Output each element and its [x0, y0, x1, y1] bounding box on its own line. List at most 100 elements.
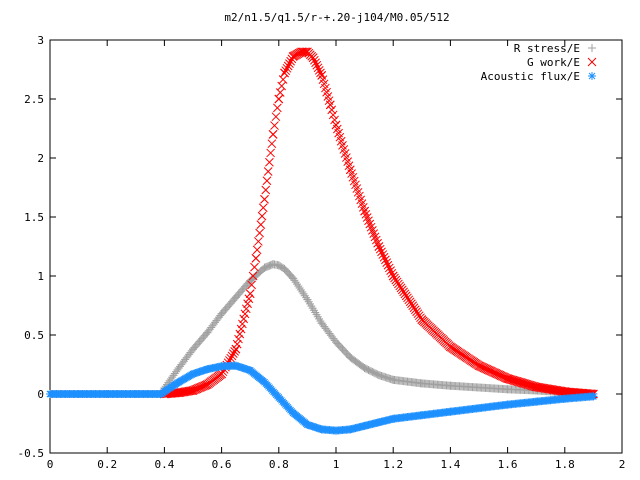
x-tick-label: 2 [619, 458, 626, 471]
data-point-fill [316, 68, 325, 78]
data-point-fill [328, 110, 338, 120]
data-point-fill [271, 112, 281, 122]
data-point-fill [368, 226, 377, 235]
x-tick-label: 0.8 [269, 458, 289, 471]
data-point-fill [308, 53, 318, 63]
x-tick-label: 1.4 [440, 458, 460, 471]
data-point-fill [362, 213, 372, 222]
data-point-fill [239, 314, 249, 324]
data-point-fill [256, 220, 266, 229]
data-point-fill [226, 353, 236, 363]
x-tick-label: 1 [333, 458, 340, 471]
data-point-fill [364, 216, 373, 226]
data-point-fill [268, 130, 278, 139]
data-point-fill [265, 157, 274, 167]
data-point-fill [378, 250, 388, 259]
data-point-fill [260, 194, 269, 204]
data-point-fill [250, 262, 259, 272]
data-point-fill [247, 280, 256, 290]
data-point-fill [313, 63, 323, 73]
series-g-work-e [160, 47, 598, 399]
data-point-fill [282, 63, 292, 73]
data-point-fill [298, 47, 308, 57]
data-point-fill [360, 206, 369, 216]
data-point-fill [325, 100, 335, 110]
series-layer [46, 47, 598, 435]
data-point-fill [314, 65, 324, 75]
x-tick-label: 0.4 [154, 458, 174, 471]
data-point-fill [375, 244, 385, 254]
x-tick-label: 0.6 [212, 458, 232, 471]
data-point-fill [240, 309, 250, 319]
data-point-fill [235, 329, 245, 339]
y-tick-label: 1 [37, 270, 44, 283]
data-point-fill [311, 308, 320, 317]
data-point-fill [231, 344, 241, 354]
data-point-fill [382, 258, 392, 267]
data-point-fill [238, 319, 247, 329]
x-tick-label: 0 [47, 458, 54, 471]
x-tick-label: 0.2 [97, 458, 117, 471]
data-point-fill [373, 238, 382, 248]
data-point-fill [241, 304, 251, 314]
data-point-fill [261, 185, 271, 195]
data-point-fill [258, 203, 268, 213]
data-point-fill [303, 295, 312, 304]
data-point-fill [248, 271, 258, 281]
y-tick-label: 3 [37, 34, 44, 47]
data-point-fill [243, 299, 252, 309]
data-point-fill [306, 299, 314, 308]
data-point-fill [386, 266, 395, 275]
data-point-fill [374, 242, 384, 251]
data-point-fill [307, 302, 316, 311]
data-point-fill [313, 312, 322, 321]
data-point-fill [309, 306, 318, 315]
data-point-fill [589, 392, 598, 401]
data-point-fill [365, 219, 375, 229]
legend-marker [588, 72, 596, 80]
data-point-fill [283, 61, 293, 71]
y-axis: -0.5 0 0.5 1 1.5 2 2.5 3 [18, 34, 622, 460]
data-point-fill [312, 310, 321, 319]
data-point-fill [254, 237, 263, 246]
data-point-fill [379, 252, 389, 262]
x-tick-label: 1.8 [555, 458, 575, 471]
legend-marker [587, 57, 597, 67]
data-point-fill [304, 297, 313, 306]
data-point-fill [245, 289, 255, 299]
series-r-stress-e [46, 260, 598, 398]
y-tick-label: 2 [37, 152, 44, 165]
data-point-fill [251, 253, 261, 263]
data-point-fill [366, 222, 376, 232]
data-point-fill [217, 369, 226, 379]
data-point-fill [330, 115, 339, 125]
data-point-fill [383, 260, 393, 270]
series-acoustic-flux-e [46, 361, 598, 435]
data-point-fill [301, 47, 311, 57]
y-tick-label: 0 [37, 388, 44, 401]
data-point-fill [369, 229, 379, 238]
y-tick-label: -0.5 [18, 447, 45, 460]
data-point-fill [387, 268, 397, 278]
data-point-fill [262, 176, 272, 186]
data-point-fill [312, 60, 322, 70]
x-axis: 0 0.2 0.4 0.6 0.8 1 1.2 1.4 1.6 1.8 2 [47, 40, 626, 471]
data-point-fill [252, 245, 262, 255]
x-tick-label: 1.2 [383, 458, 403, 471]
legend-label: G work/E [527, 56, 580, 69]
data-point-fill [361, 209, 371, 219]
data-point-fill [184, 386, 194, 396]
data-point-fill [381, 255, 390, 265]
data-point-fill [270, 121, 279, 130]
data-point-fill [308, 304, 317, 313]
data-point-fill [315, 314, 324, 323]
data-point-fill [255, 228, 264, 238]
data-point-fill [327, 105, 337, 115]
data-point-fill [370, 232, 380, 242]
y-tick-label: 1.5 [24, 211, 44, 224]
data-point-fill [371, 235, 381, 245]
chart-title: m2/n1.5/q1.5/r-+.20-j104/M0.05/512 [224, 11, 449, 24]
data-point-fill [201, 380, 211, 390]
